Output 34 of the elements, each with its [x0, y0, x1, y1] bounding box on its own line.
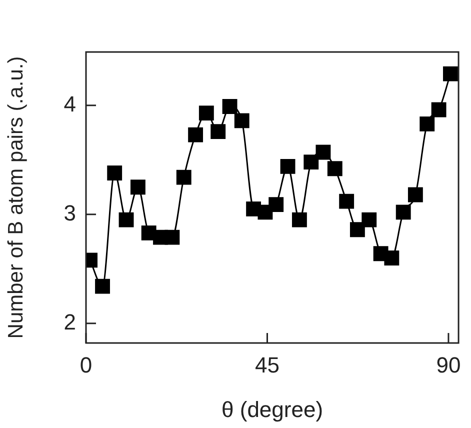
point	[164, 230, 180, 245]
point	[292, 212, 307, 228]
point	[118, 212, 134, 228]
point	[327, 161, 342, 176]
y-axis-title: Number of B atom pairs (.a.u.)	[4, 56, 28, 339]
point	[222, 99, 238, 114]
x-tick-label: 45	[254, 352, 280, 378]
point	[362, 212, 377, 228]
point	[210, 124, 226, 140]
point	[188, 127, 204, 142]
point	[396, 204, 411, 220]
point	[268, 197, 284, 212]
point	[198, 106, 214, 120]
point	[431, 102, 446, 118]
x-axis-title: θ (degree)	[222, 396, 324, 422]
point	[304, 154, 319, 170]
point	[176, 170, 192, 185]
point	[420, 116, 435, 132]
y-tick-label: 4	[64, 91, 76, 116]
point	[234, 113, 250, 128]
point	[350, 222, 365, 238]
y-tick-label: 3	[64, 200, 76, 226]
point	[443, 66, 458, 82]
point	[384, 250, 400, 266]
point	[408, 187, 423, 202]
x-tick-label: 90	[436, 352, 461, 378]
point	[280, 158, 296, 174]
y-tick-label: 2	[64, 309, 76, 334]
point	[130, 180, 146, 195]
x-tick-label: 0	[80, 352, 92, 378]
point	[316, 144, 331, 160]
point	[339, 194, 354, 209]
point	[95, 278, 110, 294]
point	[107, 166, 122, 180]
